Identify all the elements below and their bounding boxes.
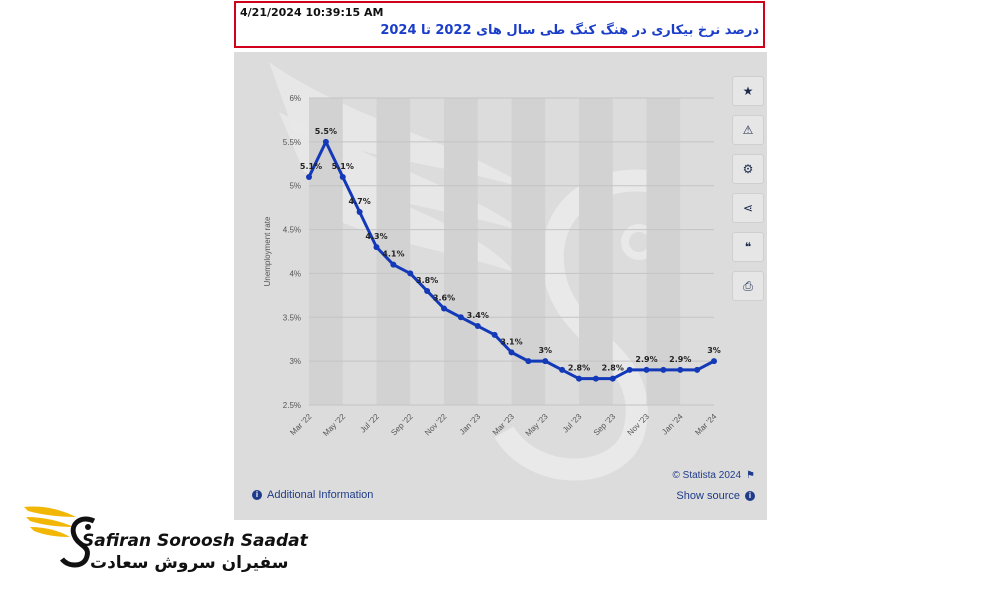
- data-point: [457, 314, 464, 321]
- data-point: [441, 305, 447, 312]
- data-point: [694, 366, 701, 373]
- share-button[interactable]: ⋖: [732, 193, 764, 223]
- chart-title: درصد نرخ بیکاری در هنگ کنگ طی سال های 20…: [380, 23, 759, 38]
- credit-text: © Statista 2024: [672, 470, 742, 481]
- favorite-button[interactable]: ★: [732, 76, 764, 106]
- data-label: 5.5%: [315, 127, 337, 136]
- grid-band: [309, 98, 343, 405]
- x-tick-label: Mar '24: [693, 412, 718, 437]
- data-point: [626, 366, 633, 373]
- notification-button[interactable]: ⚠: [732, 115, 764, 145]
- data-point: [407, 270, 414, 277]
- data-point: [542, 358, 549, 365]
- cite-button[interactable]: ❝: [732, 232, 764, 262]
- data-label: 2.9%: [669, 355, 691, 364]
- data-point: [339, 173, 346, 180]
- data-point: [306, 173, 312, 180]
- data-point: [322, 138, 329, 145]
- data-point: [356, 209, 363, 216]
- data-point: [677, 366, 684, 373]
- x-tick-label: May '22: [321, 412, 347, 438]
- share-icon: ⋖: [742, 201, 754, 215]
- y-tick-label: 2.5%: [283, 401, 301, 410]
- data-label: 4.7%: [349, 197, 371, 206]
- data-point: [559, 366, 566, 373]
- data-label: 5.1%: [332, 162, 354, 171]
- settings-button[interactable]: ⚙: [732, 154, 764, 184]
- x-tick-label: Sep '22: [389, 412, 415, 438]
- data-label: 3.1%: [500, 337, 522, 346]
- grid-band: [646, 98, 681, 405]
- data-label: 3.8%: [416, 276, 438, 285]
- x-tick-label: Sep '23: [592, 412, 618, 438]
- y-tick-label: 3%: [289, 357, 301, 366]
- x-tick-label: Jul '22: [358, 412, 381, 435]
- flag-icon: ⚑: [746, 470, 755, 481]
- bird-logo-icon: [24, 506, 96, 568]
- y-tick-label: 6%: [289, 94, 301, 103]
- grid-band: [444, 98, 478, 405]
- data-label: 3.6%: [433, 294, 455, 303]
- data-label: 3%: [707, 346, 721, 355]
- print-icon: ⎙: [743, 278, 753, 293]
- bell-icon: ⚠: [742, 123, 754, 137]
- data-label: 4.1%: [382, 250, 404, 259]
- x-tick-label: Jan '24: [660, 412, 685, 437]
- y-tick-label: 5.5%: [283, 138, 301, 147]
- brand-name-english: Safiran Soroosh Saadat: [82, 531, 308, 551]
- data-point: [525, 358, 532, 365]
- line-chart: 2.5% 3% 3.5% 4% 4.5% 5% 5.5% 6% Mar '22 May '22 Ju…: [263, 62, 721, 481]
- data-point: [660, 366, 667, 373]
- brand-name-persian: سفیران سروش سعادت: [90, 553, 289, 573]
- timestamp: 4/21/2024 10:39:15 AM: [240, 6, 384, 19]
- data-point: [508, 349, 515, 356]
- additional-information-label: Additional Information: [267, 489, 374, 501]
- y-axis-label: Unemployment rate: [263, 216, 272, 286]
- info-icon: i: [745, 491, 755, 501]
- info-icon: i: [252, 490, 262, 500]
- gear-icon: ⚙: [742, 162, 754, 176]
- brand-logo: Safiran Soroosh Saadat سفیران سروش سعادت: [20, 495, 308, 585]
- data-label: 2.9%: [635, 355, 657, 364]
- data-point: [491, 331, 498, 338]
- show-source-label: Show source: [676, 490, 740, 502]
- y-tick-label: 4.5%: [283, 226, 301, 235]
- data-point: [474, 323, 481, 330]
- data-point: [424, 287, 431, 294]
- data-point: [576, 375, 582, 382]
- data-point: [390, 261, 397, 268]
- data-label: 3.4%: [467, 311, 489, 320]
- y-tick-label: 5%: [289, 182, 301, 191]
- x-tick-label: Jan '23: [458, 412, 483, 437]
- x-tick-label: Jul '23: [561, 412, 584, 435]
- data-point: [592, 375, 599, 382]
- show-source-link[interactable]: Show source i: [676, 490, 755, 502]
- chart-header: 4/21/2024 10:39:15 AM درصد نرخ بیکاری در…: [234, 1, 765, 48]
- data-point: [609, 375, 616, 382]
- data-point: [711, 358, 717, 365]
- data-point: [643, 366, 650, 373]
- statista-credit: © Statista 2024 ⚑: [673, 470, 756, 481]
- y-tick-label: 4%: [289, 269, 301, 278]
- data-point: [373, 244, 380, 251]
- chart-panel: 2.5% 3% 3.5% 4% 4.5% 5% 5.5% 6% Mar '22 May '22 Ju…: [234, 52, 767, 520]
- data-label: 3%: [538, 346, 552, 355]
- quote-icon: ❝: [744, 240, 752, 254]
- data-label: 2.8%: [602, 364, 624, 373]
- grid-band: [579, 98, 613, 405]
- print-button[interactable]: ⎙: [732, 271, 764, 301]
- x-tick-label: May '23: [524, 412, 550, 438]
- y-tick-label: 3.5%: [283, 313, 301, 322]
- x-tick-label: Mar '22: [288, 412, 313, 437]
- data-label: 5.1%: [300, 162, 322, 171]
- x-tick-label: Nov '22: [423, 412, 449, 438]
- star-icon: ★: [742, 84, 754, 98]
- data-label: 2.8%: [568, 364, 590, 373]
- additional-information-link[interactable]: i Additional Information: [252, 489, 373, 501]
- data-label: 4.3%: [365, 232, 387, 241]
